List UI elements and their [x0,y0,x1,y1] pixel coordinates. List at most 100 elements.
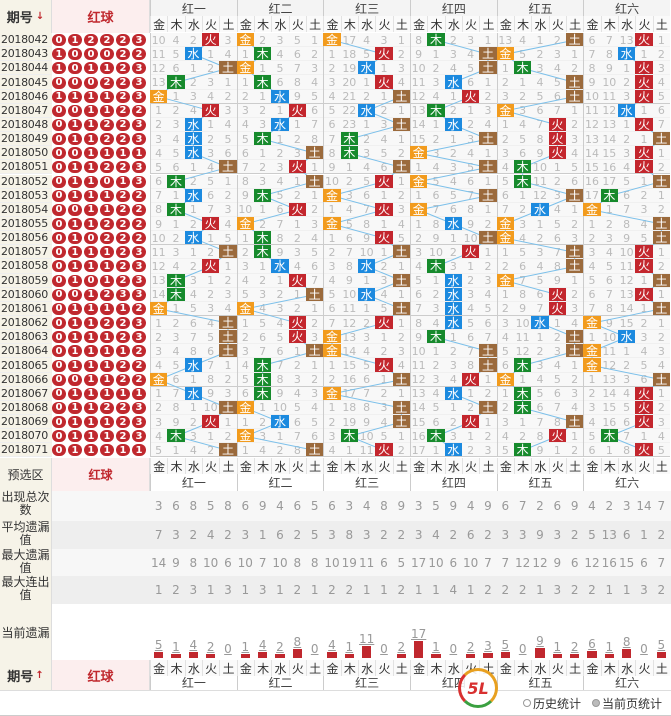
element-hit-tu[interactable]: 土 [479,61,497,75]
element-hit-huo[interactable]: 火 [548,146,566,160]
element-hit-tu[interactable]: 土 [479,344,497,358]
element-hit-jin[interactable]: 金 [496,103,514,118]
element-hit-shui[interactable]: 水 [444,443,462,457]
element-hit-jin[interactable]: 金 [150,89,168,104]
element-hit-huo[interactable]: 火 [375,316,393,330]
element-hit-tu[interactable]: 土 [652,216,670,231]
element-hit-mu[interactable]: 木 [167,75,185,90]
element-hit-mu[interactable]: 木 [254,358,272,373]
element-hit-tu[interactable]: 土 [566,75,584,90]
element-hit-mu[interactable]: 木 [254,75,272,90]
element-hit-tu[interactable]: 土 [306,287,324,302]
element-hit-shui[interactable]: 水 [271,117,289,132]
element-hit-huo[interactable]: 火 [635,386,653,401]
element-hit-huo[interactable]: 火 [635,287,653,302]
element-hit-shui[interactable]: 水 [358,259,376,273]
element-hit-shui[interactable]: 水 [184,231,202,245]
element-hit-jin[interactable]: 金 [496,216,514,231]
element-hit-tu[interactable]: 土 [652,301,670,316]
element-hit-shui[interactable]: 水 [618,330,636,344]
element-hit-tu[interactable]: 土 [566,415,584,429]
element-hit-huo[interactable]: 火 [548,132,566,146]
element-hit-huo[interactable]: 火 [375,231,393,245]
element-hit-mu[interactable]: 木 [600,188,618,203]
element-hit-huo[interactable]: 火 [635,61,653,75]
element-hit-tu[interactable]: 土 [479,47,497,61]
element-hit-tu[interactable]: 土 [652,372,670,387]
element-hit-shui[interactable]: 水 [271,415,289,429]
sort-desc-icon[interactable]: ↓ [35,11,45,22]
element-hit-mu[interactable]: 木 [254,132,272,146]
element-hit-mu[interactable]: 木 [167,202,185,217]
element-hit-tu[interactable]: 土 [392,415,410,429]
element-hit-tu[interactable]: 土 [392,372,410,387]
element-hit-tu[interactable]: 土 [392,245,410,259]
element-hit-shui[interactable]: 水 [444,273,462,288]
element-hit-jin[interactable]: 金 [236,429,254,443]
element-hit-huo[interactable]: 火 [202,33,220,47]
element-hit-huo[interactable]: 火 [548,287,566,302]
element-hit-tu[interactable]: 土 [219,61,237,75]
element-hit-shui[interactable]: 水 [618,103,636,118]
element-hit-mu[interactable]: 木 [427,103,445,118]
element-hit-shui[interactable]: 水 [531,202,549,217]
element-hit-tu[interactable]: 土 [306,344,324,358]
element-hit-jin[interactable]: 金 [150,301,168,316]
element-hit-shui[interactable]: 水 [444,301,462,316]
element-hit-tu[interactable]: 土 [306,174,324,189]
element-hit-tu[interactable]: 土 [479,160,497,174]
element-hit-jin[interactable]: 金 [236,301,254,316]
element-hit-tu[interactable]: 土 [652,273,670,288]
element-hit-huo[interactable]: 火 [635,443,653,457]
element-hit-shui[interactable]: 水 [184,358,202,373]
element-hit-shui[interactable]: 水 [358,287,376,302]
element-hit-shui[interactable]: 水 [184,132,202,146]
element-hit-shui[interactable]: 水 [444,316,462,330]
element-hit-huo[interactable]: 火 [635,259,653,273]
element-hit-tu[interactable]: 土 [566,245,584,259]
element-hit-shui[interactable]: 水 [358,103,376,118]
element-hit-huo[interactable]: 火 [375,443,393,457]
element-hit-mu[interactable]: 木 [600,429,618,443]
issue-footer-header[interactable]: 期号 ↑ [0,660,52,690]
page-stats-button[interactable]: 当前页统计 [592,693,662,713]
element-hit-huo[interactable]: 火 [288,160,306,174]
element-hit-shui[interactable]: 水 [184,47,202,61]
element-hit-shui[interactable]: 水 [531,316,549,330]
element-hit-mu[interactable]: 木 [167,174,185,189]
element-hit-shui[interactable]: 水 [618,47,636,61]
element-hit-jin[interactable]: 金 [236,400,254,415]
element-hit-mu[interactable]: 木 [427,330,445,344]
element-hit-jin[interactable]: 金 [150,372,168,387]
element-hit-tu[interactable]: 土 [566,89,584,104]
element-hit-tu[interactable]: 土 [219,160,237,174]
element-hit-shui[interactable]: 水 [444,216,462,231]
element-hit-huo[interactable]: 火 [548,429,566,443]
element-hit-shui[interactable]: 水 [271,89,289,104]
element-hit-huo[interactable]: 火 [202,259,220,273]
element-hit-tu[interactable]: 土 [566,259,584,273]
element-hit-jin[interactable]: 金 [236,216,254,231]
history-stats-button[interactable]: 历史统计 [523,693,581,713]
element-hit-huo[interactable]: 火 [635,146,653,160]
element-hit-mu[interactable]: 木 [514,61,532,75]
element-hit-tu[interactable]: 土 [566,330,584,344]
element-hit-shui[interactable]: 水 [444,386,462,401]
element-hit-tu[interactable]: 土 [392,400,410,415]
element-hit-mu[interactable]: 木 [514,386,532,401]
element-hit-shui[interactable]: 水 [444,117,462,132]
element-hit-huo[interactable]: 火 [202,415,220,429]
element-hit-jin[interactable]: 金 [410,146,428,160]
element-hit-jin[interactable]: 金 [496,273,514,288]
element-hit-tu[interactable]: 土 [479,132,497,146]
sort-asc-icon[interactable]: ↑ [35,669,44,681]
element-hit-jin[interactable]: 金 [323,386,341,401]
element-hit-jin[interactable]: 金 [323,188,341,203]
element-hit-mu[interactable]: 木 [514,358,532,373]
element-hit-huo[interactable]: 火 [462,89,480,104]
element-hit-jin[interactable]: 金 [323,344,341,358]
element-hit-shui[interactable]: 水 [184,146,202,160]
element-hit-huo[interactable]: 火 [288,202,306,217]
element-hit-huo[interactable]: 火 [635,117,653,132]
element-hit-shui[interactable]: 水 [184,117,202,132]
